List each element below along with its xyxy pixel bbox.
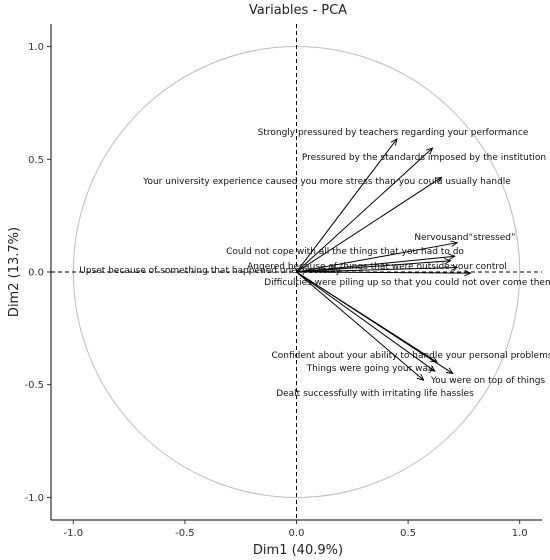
y-tick-label: 0.0: [28, 268, 44, 279]
chart-title: Variables - PCA: [249, 3, 347, 18]
y-axis-label: Dim2 (13.7%): [7, 227, 22, 317]
x-tick-label: 0.5: [400, 528, 416, 539]
variable-label: Difficulties were piling up so that you …: [264, 278, 550, 288]
y-tick-label: 0.5: [28, 155, 44, 166]
variable-arrow: [296, 139, 397, 273]
x-axis-label: Dim1 (40.9%): [253, 543, 343, 558]
variable-label: Nervousand“stressed”: [414, 233, 515, 243]
variable-label: Could not cope with all the things that …: [226, 247, 464, 257]
variable-label: Pressured by the standards imposed by th…: [302, 153, 546, 163]
variable-label: Dealt successfully with irritating life …: [276, 389, 474, 399]
y-tick-label: -1.0: [24, 493, 44, 504]
variable-label: Strongly pressured by teachers regarding…: [258, 128, 529, 138]
variable-arrow: [296, 243, 458, 273]
variable-arrow: [296, 148, 433, 273]
variable-arrow: [296, 271, 435, 371]
y-tick-label: -0.5: [24, 380, 44, 391]
x-tick-label: -1.0: [64, 528, 84, 539]
x-tick-label: 0.0: [289, 528, 305, 539]
y-tick-label: 1.0: [28, 42, 44, 53]
plot-area: -1.0 -0.5 0.0 0.5 1.0 -1.0 -0.5 0.0 0.5 1.0 Strong…: [24, 24, 550, 539]
variable-label: You were on top of things: [430, 376, 546, 386]
variable-label: Your university experience caused you mo…: [142, 177, 511, 187]
x-tick-label: 1.0: [512, 528, 528, 539]
variable-arrow: [296, 177, 442, 273]
variable-arrow: [296, 256, 455, 273]
variable-arrow: [296, 271, 424, 380]
variable-label: Upset because of something that happened…: [79, 266, 341, 276]
variable-arrow: [296, 261, 451, 273]
variable-arrow: [296, 271, 453, 373]
variable-label: Angered because of things that were outs…: [247, 262, 507, 272]
variable-arrow: [296, 267, 458, 273]
x-tick-label: -0.5: [175, 528, 195, 539]
variable-label: Things were going your way: [306, 364, 434, 374]
variable-arrow: [296, 272, 471, 273]
variable-label: Confident about your ability to handle y…: [271, 351, 550, 361]
